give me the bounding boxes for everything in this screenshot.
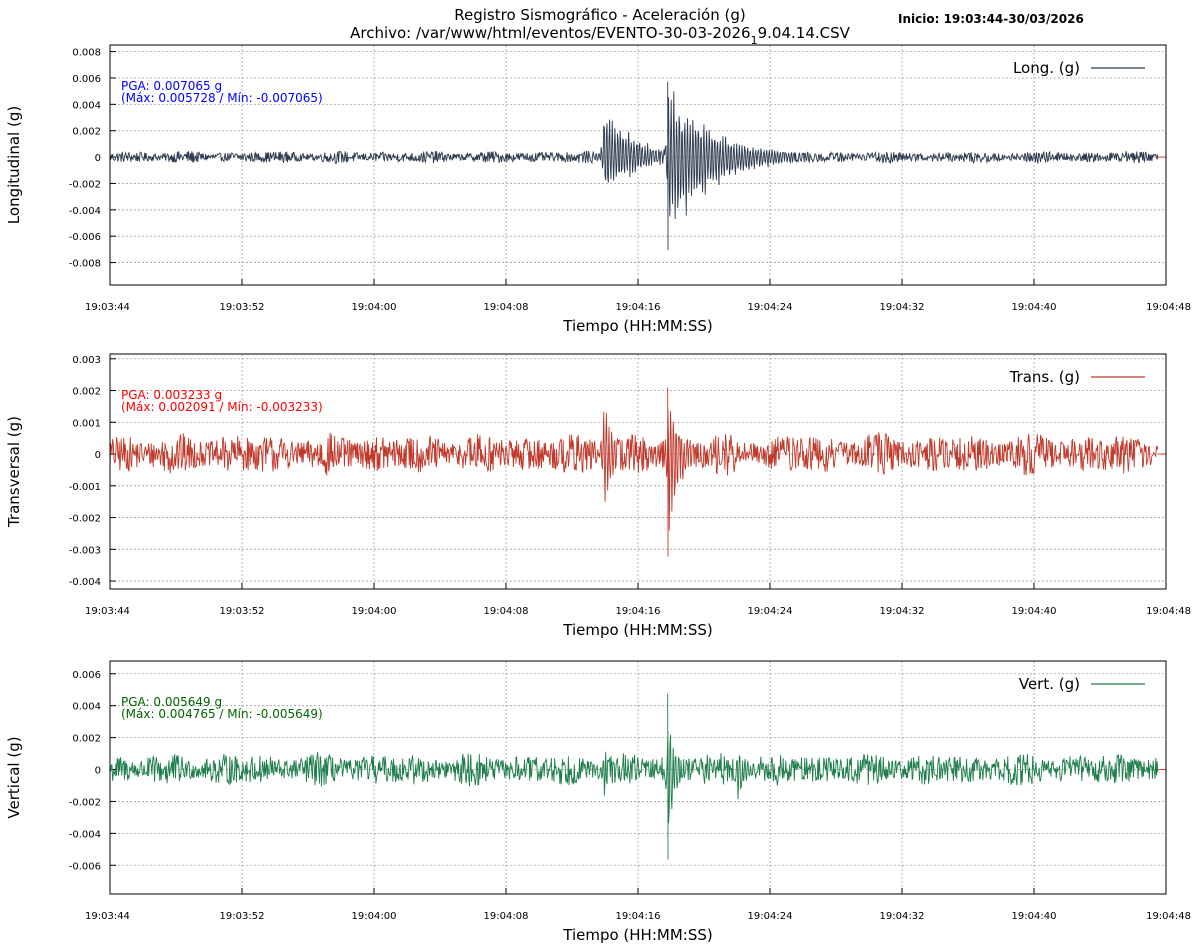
y-tick-label: -0.002 [69, 514, 101, 525]
x-axis-label: Tiempo (HH:MM:SS) [562, 317, 712, 335]
x-tick-label: 19:04:40 [1012, 911, 1057, 922]
signal-trace [109, 81, 1159, 251]
x-tick-label: 19:04:24 [748, 911, 793, 922]
legend: Trans. (g) [1009, 368, 1145, 386]
pga-label: PGA: 0.007065 g [121, 79, 222, 93]
y-tick-label: -0.004 [69, 829, 101, 840]
chart-panel-vert: 0.006 0.004 0.002 0 -0.002 -0.004 -0.006 19:03:… [5, 660, 1191, 944]
y-axis-label: Longitudinal (g) [5, 106, 23, 224]
y-tick-label: -0.004 [69, 577, 101, 588]
y-tick-label: 0.002 [72, 387, 101, 398]
x-tick-label: 19:04:24 [748, 606, 793, 617]
x-tick-label: 19:04:08 [484, 606, 529, 617]
x-tick-label: 19:04:32 [880, 302, 925, 313]
y-tick-label: 0.008 [72, 48, 101, 59]
y-tick-label: 0.006 [72, 74, 101, 85]
pga-label: PGA: 0.003233 g [121, 388, 222, 402]
x-tick-label: 19:04:16 [616, 302, 661, 313]
y-tick-label: 0 [95, 450, 101, 461]
y-tick-label: -0.002 [69, 179, 101, 190]
pga-range-label: (Máx: 0.005728 / Mín: -0.007065) [121, 91, 323, 105]
x-tick-label: 19:04:16 [616, 606, 661, 617]
x-tick-label: 19:04:48 [1146, 606, 1191, 617]
pga-range-label: (Máx: 0.002091 / Mín: -0.003233) [121, 400, 323, 414]
x-tick-label: 19:03:52 [220, 302, 265, 313]
x-tick-label: 19:04:08 [484, 911, 529, 922]
chart-panel-trans: 0.003 0.002 0.001 0 -0.001 -0.002 -0.003 -0.004… [5, 353, 1191, 639]
x-tick-label: 19:04:40 [1012, 606, 1057, 617]
plot-frame [109, 44, 1167, 286]
legend: Vert. (g) [1019, 675, 1145, 693]
pga-label: PGA: 0.005649 g [121, 695, 222, 709]
y-axis-label: Vertical (g) [5, 736, 23, 818]
x-tick-label: 19:04:08 [484, 302, 529, 313]
legend-label: Trans. (g) [1009, 368, 1080, 386]
y-tick-label: 0.004 [72, 100, 101, 111]
y-tick-label: 0 [95, 766, 101, 777]
x-tick-label: 19:03:44 [85, 606, 130, 617]
file-subtitle: Archivo: /var/www/html/eventos/EVENTO-30… [350, 24, 851, 47]
y-tick-label: 0.004 [72, 702, 101, 713]
y-tick-label: 0.006 [72, 670, 101, 681]
x-tick-label: 19:04:40 [1012, 302, 1057, 313]
plot-frame [109, 353, 1167, 590]
x-axis-label: Tiempo (HH:MM:SS) [562, 621, 712, 639]
plot-frame [109, 660, 1167, 895]
x-tick-label: 19:04:00 [352, 911, 397, 922]
start-time-label: Inicio: 19:03:44-30/03/2026 [898, 12, 1084, 26]
x-tick-label: 19:03:44 [85, 302, 130, 313]
x-tick-label: 19:04:32 [880, 606, 925, 617]
x-tick-label: 19:04:32 [880, 911, 925, 922]
x-tick-label: 19:03:52 [220, 911, 265, 922]
x-tick-label: 19:04:48 [1146, 302, 1191, 313]
x-tick-label: 19:03:44 [85, 911, 130, 922]
file-path-subscript: 1 [751, 34, 758, 47]
x-tick-label: 19:04:00 [352, 606, 397, 617]
legend: Long. (g) [1013, 59, 1145, 77]
x-tick-label: 19:04:00 [352, 302, 397, 313]
y-tick-label: 0.002 [72, 127, 101, 138]
y-tick-label: 0 [95, 153, 101, 164]
signal-trace [109, 693, 1159, 860]
legend-label: Vert. (g) [1019, 675, 1080, 693]
y-tick-label: -0.002 [69, 797, 101, 808]
y-tick-label: -0.008 [69, 259, 101, 270]
y-tick-label: 0.001 [72, 418, 101, 429]
y-tick-label: -0.001 [69, 482, 101, 493]
y-tick-label: 0.002 [72, 734, 101, 745]
pga-range-label: (Máx: 0.004765 / Mín: -0.005649) [121, 707, 323, 721]
signal-trace [109, 387, 1159, 557]
chart-panel-long: 0.008 0.006 0.004 0.002 0 -0.002 -0.004 -0.006 -… [5, 44, 1191, 335]
y-axis-label: Transversal (g) [5, 416, 23, 528]
y-tick-label: -0.004 [69, 206, 101, 217]
y-tick-label: -0.006 [69, 861, 101, 872]
x-tick-label: 19:04:16 [616, 911, 661, 922]
figure-title: Registro Sismográfico - Aceleración (g) [454, 6, 745, 24]
y-tick-label: -0.003 [69, 545, 101, 556]
y-tick-label: -0.006 [69, 232, 101, 243]
x-axis-label: Tiempo (HH:MM:SS) [562, 926, 712, 944]
x-tick-label: 19:04:48 [1146, 911, 1191, 922]
legend-label: Long. (g) [1013, 59, 1080, 77]
x-tick-label: 19:04:24 [748, 302, 793, 313]
x-tick-label: 19:03:52 [220, 606, 265, 617]
file-path-tail: 9.04.14.CSV [758, 24, 851, 42]
file-path: Archivo: /var/www/html/eventos/EVENTO-30… [350, 24, 751, 42]
chart-panels: 0.008 0.006 0.004 0.002 0 -0.002 -0.004 -0.006 -… [5, 44, 1191, 944]
y-tick-label: 0.003 [72, 355, 101, 366]
